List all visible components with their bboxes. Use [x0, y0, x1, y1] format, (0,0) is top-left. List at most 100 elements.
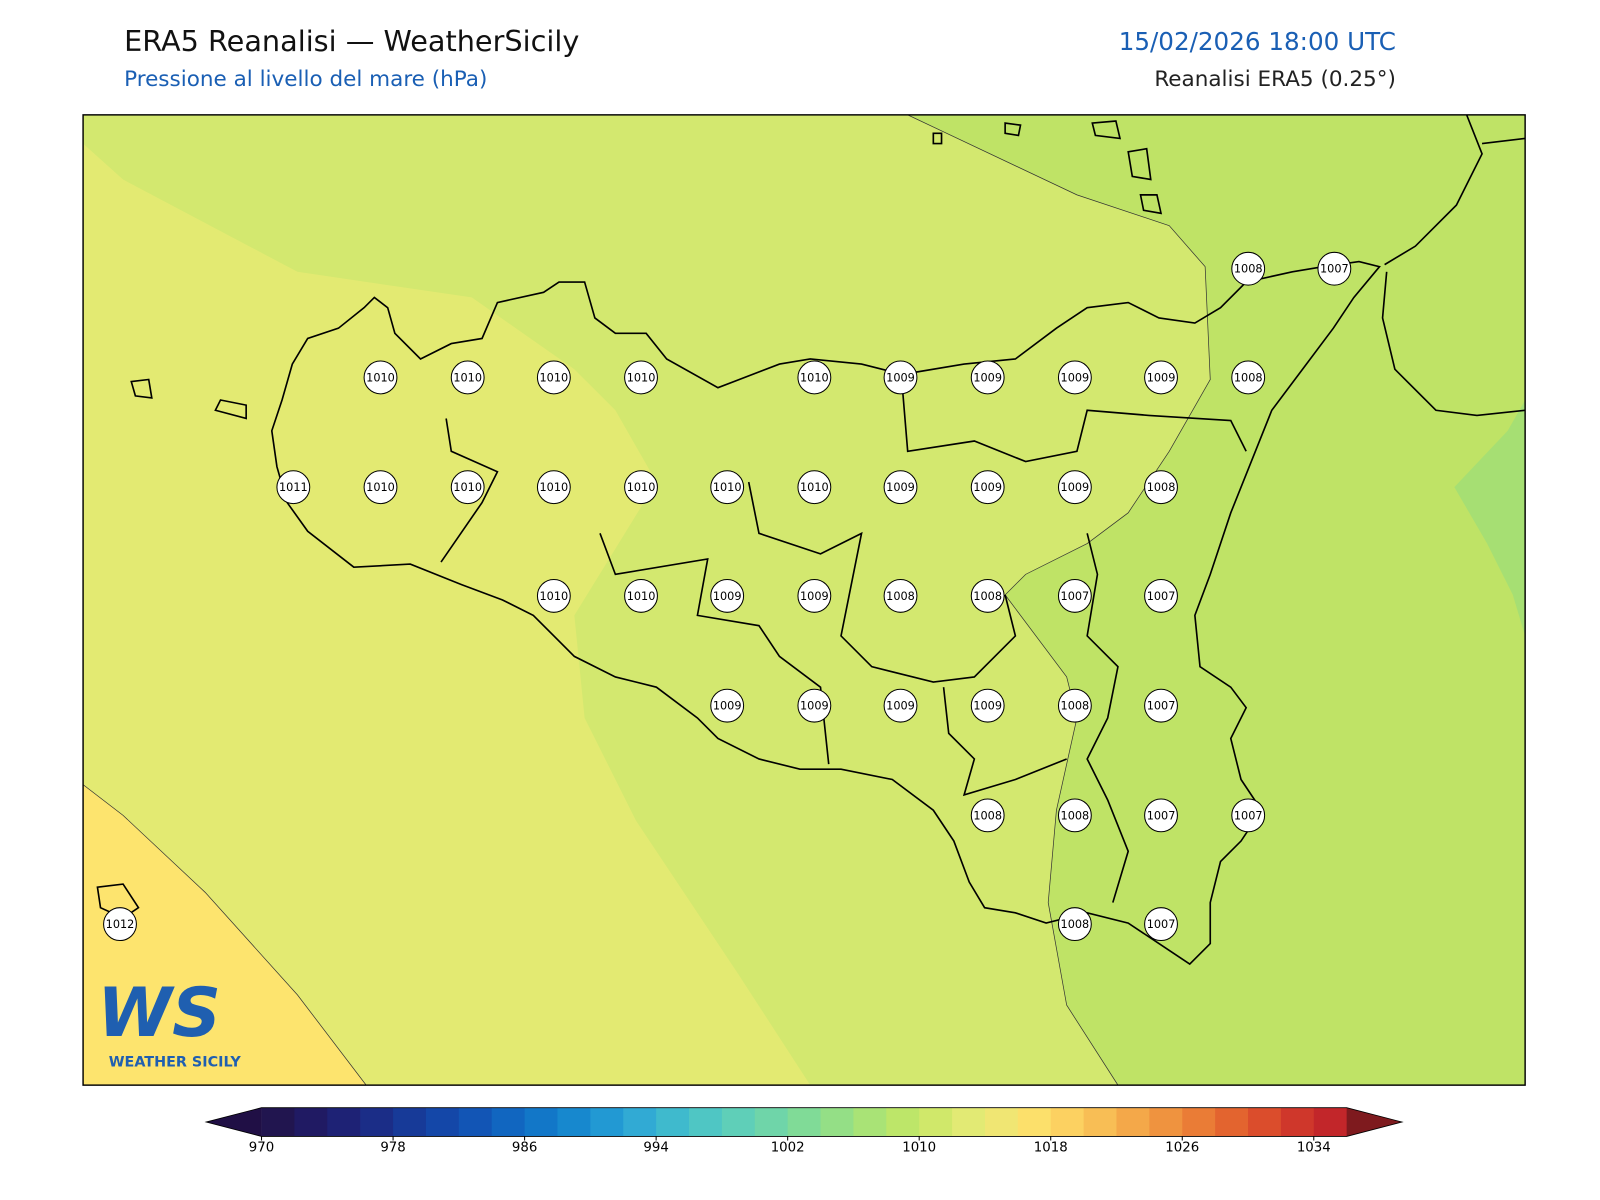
colorbar-bin	[886, 1107, 920, 1137]
station-label: 1009	[1061, 371, 1090, 384]
coastline	[270, 260, 1381, 966]
station-label: 1007	[1147, 590, 1176, 603]
station-marker	[624, 470, 658, 505]
station-label: 1007	[1234, 809, 1263, 822]
logo-mark: WS	[97, 973, 220, 1052]
colorbar-frame	[204, 1107, 1404, 1137]
station-marker	[536, 578, 571, 613]
colorbar-bin	[754, 1107, 789, 1137]
colorbar-bin	[1083, 1107, 1118, 1137]
station-label: 1007	[1147, 809, 1176, 822]
station-label: 1008	[1061, 809, 1090, 822]
station-marker	[276, 470, 311, 505]
station-marker	[883, 688, 918, 723]
map	[83, 114, 1526, 1086]
colorbar-bin	[524, 1107, 558, 1137]
station-label: 1009	[886, 371, 915, 384]
subtitle: Pressione al livello del mare (hPa)	[124, 67, 487, 92]
colorbar-bin	[787, 1107, 822, 1137]
station-label: 1008	[886, 590, 915, 603]
colorbar-bin	[1149, 1107, 1183, 1137]
station-label: 1009	[800, 700, 829, 713]
station-marker	[797, 688, 832, 723]
colorbar-bin	[656, 1107, 690, 1137]
station-marker	[970, 688, 1005, 723]
station-label: 1010	[800, 481, 829, 494]
station-marker	[1057, 360, 1092, 395]
station-marker	[1144, 798, 1178, 833]
colorbar-bin	[393, 1107, 427, 1137]
colorbar-bin	[491, 1107, 526, 1137]
colorbar-tick-label: 978	[380, 1141, 405, 1156]
colorbar-bin	[1248, 1107, 1282, 1137]
station-label: 1007	[1147, 700, 1176, 713]
station-marker	[970, 360, 1005, 395]
colorbar-tick-label: 1018	[1034, 1141, 1068, 1156]
colorbar-bin	[1050, 1107, 1085, 1137]
station-marker	[1231, 360, 1266, 395]
station-marker	[710, 688, 745, 723]
station-label: 1008	[1147, 481, 1176, 494]
colorbar-bin	[261, 1107, 295, 1137]
province-border	[440, 389, 1247, 903]
station-marker	[970, 578, 1005, 613]
colorbar-bin	[294, 1107, 328, 1137]
station-marker	[1057, 798, 1092, 833]
station-label: 1007	[1147, 918, 1176, 931]
station-label: 1010	[627, 481, 656, 494]
coastline	[1384, 114, 1483, 266]
station-label: 1010	[627, 590, 656, 603]
station-marker	[450, 470, 485, 505]
colorbar-bin	[984, 1107, 1019, 1137]
station-marker	[883, 360, 918, 395]
station-marker	[797, 360, 832, 395]
station-marker	[797, 470, 832, 505]
station-marker	[1144, 578, 1178, 613]
isobar	[83, 784, 367, 1086]
station-marker	[450, 360, 485, 395]
station-marker	[797, 578, 832, 613]
station-label: 1009	[800, 590, 829, 603]
station-marker	[536, 470, 571, 505]
station-label: 1009	[973, 700, 1002, 713]
colorbar-bin	[1017, 1107, 1052, 1137]
station-label: 1008	[1234, 263, 1263, 276]
station-marker	[624, 578, 658, 613]
station-label: 1008	[973, 809, 1002, 822]
source: Reanalisi ERA5 (0.25°)	[1154, 67, 1396, 92]
colorbar-over	[1346, 1107, 1403, 1137]
station-marker	[1057, 907, 1092, 942]
colorbar-tick-label: 994	[643, 1141, 668, 1156]
station-label: 1010	[366, 481, 395, 494]
station-label: 1009	[1147, 371, 1176, 384]
colorbar-bin	[721, 1107, 756, 1137]
colorbar-bin	[689, 1107, 723, 1137]
datetime: 15/02/2026 18:00 UTC	[1119, 27, 1396, 56]
field	[83, 143, 811, 1086]
station-label: 1010	[627, 371, 656, 384]
colorbar-tick-label: 1034	[1297, 1141, 1331, 1156]
colorbar-bin	[623, 1107, 657, 1137]
colorbar-bin	[1313, 1107, 1348, 1137]
station-marker	[710, 578, 745, 613]
station-marker	[363, 470, 398, 505]
colorbar-tick-label: 986	[512, 1141, 537, 1156]
colorbar-bin	[425, 1107, 460, 1137]
colorbar-bin	[1116, 1107, 1150, 1137]
station-label: 1008	[1061, 700, 1090, 713]
colorbar-bin	[1215, 1107, 1249, 1137]
station-marker	[1144, 688, 1178, 723]
station-marker	[1057, 688, 1092, 723]
colorbar-tick-label: 1002	[771, 1141, 805, 1156]
station-marker	[883, 578, 918, 613]
station-marker	[1144, 907, 1178, 942]
station-label: 1012	[106, 918, 135, 931]
coastline	[1481, 137, 1526, 145]
map-frame	[82, 114, 1526, 1086]
colorbar-tick-label: 1026	[1165, 1141, 1199, 1156]
station-marker	[363, 360, 398, 395]
station-label: 1009	[973, 481, 1002, 494]
logo-name: WEATHER SICILY	[109, 1055, 242, 1071]
field	[83, 784, 367, 1086]
